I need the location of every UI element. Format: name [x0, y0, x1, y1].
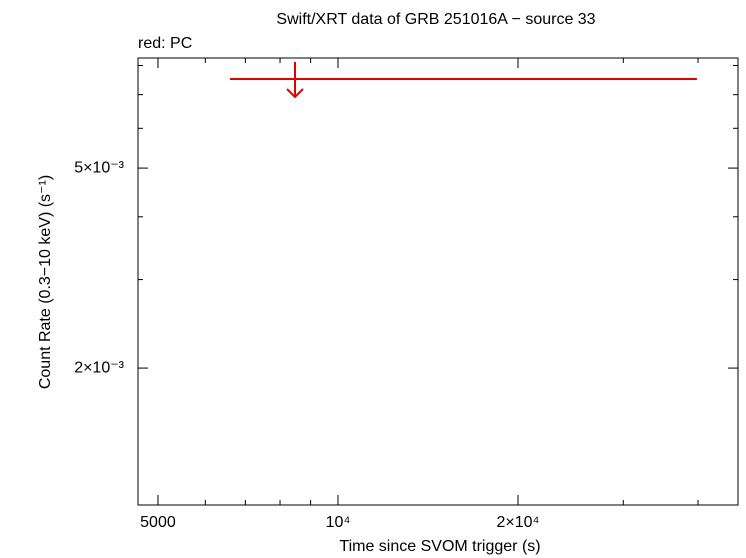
- y-tick-label: 2×10⁻³: [74, 359, 124, 376]
- x-tick-label: 5000: [140, 514, 176, 531]
- x-tick-label: 2×10⁴: [497, 514, 540, 531]
- chart-title: Swift/XRT data of GRB 251016A − source 3…: [276, 11, 595, 28]
- x-tick-label: 10⁴: [326, 514, 351, 531]
- plot-frame: [137, 57, 739, 506]
- annotation: red: PC: [138, 35, 192, 52]
- y-tick-label: 5×10⁻³: [74, 159, 124, 176]
- y-axis-label: Count Rate (0.3−10 keV) (s⁻¹): [37, 175, 54, 389]
- x-axis-label: Time since SVOM trigger (s): [339, 538, 540, 555]
- upper-limit-arrow: [286, 62, 304, 99]
